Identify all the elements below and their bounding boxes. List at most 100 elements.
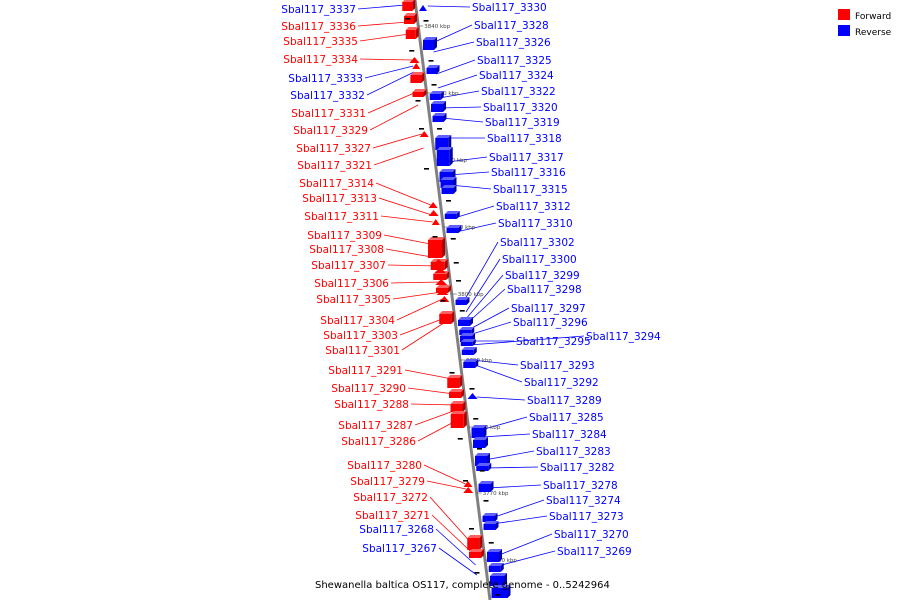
leader-line-Sbal117_3293 (471, 359, 519, 366)
gene-label-Sbal117_3294: Sbal117_3294 (586, 331, 661, 343)
leader-line-Sbal117_3321 (373, 147, 424, 166)
reverse-gene-block-side (490, 481, 494, 492)
reverse-gene-block-side (473, 347, 477, 355)
gene-label-Sbal117_3319: Sbal117_3319 (485, 117, 560, 129)
reverse-gene-block-side (475, 359, 479, 368)
small-feature (440, 300, 446, 302)
tick-label: 3760 kbp (491, 558, 517, 564)
forward-gene-block-side (451, 311, 455, 324)
leader-line-Sbal117_3335 (359, 33, 410, 42)
leader-line-Sbal117_3272 (429, 496, 474, 546)
tick-label: 3820 kbp (441, 158, 467, 164)
leader-line-Sbal117_3292 (472, 363, 523, 383)
forward-gene-arrow (412, 63, 421, 69)
forward-gene-block-side (421, 72, 425, 83)
forward-gene-block-side (481, 549, 484, 558)
leader-line-Sbal117_3336 (357, 21, 408, 27)
reverse-gene-block-side (443, 101, 446, 112)
small-feature (405, 18, 411, 20)
reverse-gene-block (475, 456, 487, 466)
small-feature (477, 448, 482, 450)
gene-label-Sbal117_3304: Sbal117_3304 (320, 315, 395, 327)
leader-line-Sbal117_3273 (492, 515, 548, 525)
leader-line-Sbal117_3279 (426, 480, 467, 490)
small-feature (419, 128, 424, 130)
leader-line-Sbal117_3316 (448, 171, 490, 176)
reverse-gene-block-top (476, 463, 492, 466)
gene-label-Sbal117_3300: Sbal117_3300 (502, 254, 577, 266)
gene-label-Sbal117_3312: Sbal117_3312 (496, 201, 571, 213)
gene-label-Sbal117_3288: Sbal117_3288 (334, 399, 409, 411)
leader-line-Sbal117_3283 (484, 450, 535, 461)
reverse-gene-block-top (459, 327, 475, 330)
gene-label-Sbal117_3326: Sbal117_3326 (476, 37, 551, 49)
gene-label-Sbal117_3324: Sbal117_3324 (479, 70, 554, 82)
reverse-gene-block-side (494, 513, 498, 522)
label-leader-lines (357, 4, 585, 576)
legend-forward-swatch (838, 9, 850, 20)
leader-line-Sbal117_3312 (454, 205, 495, 219)
reverse-gene-block (458, 320, 470, 326)
gene-label-Sbal117_3308: Sbal117_3308 (309, 244, 384, 256)
gene-label-Sbal117_3287: Sbal117_3287 (338, 420, 413, 432)
leader-line-Sbal117_3288 (410, 403, 456, 406)
gene-label-Sbal117_3313: Sbal117_3313 (302, 193, 377, 205)
gene-label-Sbal117_3322: Sbal117_3322 (481, 86, 556, 98)
forward-gene-block-top (449, 389, 464, 392)
gene-label-Sbal117_3311: Sbal117_3311 (304, 211, 379, 223)
leader-line-Sbal117_3326 (433, 41, 475, 53)
leader-line-Sbal117_3297 (468, 307, 510, 331)
small-feature (409, 50, 415, 52)
reverse-gene-block-side (499, 549, 502, 562)
forward-gene-block (402, 2, 413, 11)
forward-gene-arrow (463, 487, 474, 493)
small-feature (449, 372, 455, 374)
reverse-gene-block-top (441, 185, 457, 188)
tick-label: 3810 kbp (449, 225, 475, 231)
leader-line-Sbal117_3284 (481, 433, 531, 438)
gene-label-Sbal117_3328: Sbal117_3328 (474, 20, 549, 32)
leader-line-Sbal117_3269 (497, 550, 556, 567)
leader-line-Sbal117_3334 (359, 58, 413, 61)
reverse-gene-block-top (487, 549, 502, 552)
gene-label-Sbal117_3291: Sbal117_3291 (328, 365, 403, 377)
gene-label-Sbal117_3273: Sbal117_3273 (549, 511, 624, 523)
forward-gene-block-top (404, 13, 417, 16)
gene-label-Sbal117_3309: Sbal117_3309 (307, 230, 382, 242)
reverse-gene-block-top (473, 437, 488, 440)
reverse-gene-block-side (488, 463, 492, 471)
forward-gene-arrow (419, 131, 429, 137)
reverse-gene-block (482, 516, 495, 522)
small-feature (469, 388, 475, 390)
reverse-gene-block-top (490, 573, 507, 576)
leader-line-Sbal117_3313 (378, 197, 432, 216)
gene-label-Sbal117_3314: Sbal117_3314 (299, 178, 374, 190)
gene-label-Sbal117_3267: Sbal117_3267 (362, 543, 437, 555)
leader-line-Sbal117_3327 (372, 133, 422, 149)
gene-label-Sbal117_3305: Sbal117_3305 (316, 294, 391, 306)
forward-gene-block (450, 414, 464, 428)
leader-line-Sbal117_3291 (404, 369, 453, 380)
reverse-gene-block-top (471, 425, 487, 428)
reverse-gene-block-top (439, 169, 456, 172)
gene-label-Sbal117_3284: Sbal117_3284 (532, 429, 607, 441)
leader-line-Sbal117_3305 (392, 291, 442, 300)
small-feature (474, 572, 480, 574)
leader-line-Sbal117_3267 (438, 547, 478, 576)
reverse-gene-block-side (434, 37, 437, 50)
forward-gene-arrow (434, 267, 446, 273)
gene-label-Sbal117_3306: Sbal117_3306 (314, 278, 389, 290)
gene-label-Sbal117_3325: Sbal117_3325 (477, 55, 552, 67)
leader-line-Sbal117_3280 (423, 464, 466, 485)
reverse-gene-block (487, 552, 499, 562)
legend-forward-label: Forward (855, 12, 891, 22)
forward-gene-block-top (469, 549, 484, 552)
reverse-gene-block-top (463, 359, 479, 362)
reverse-gene-block-top (475, 453, 490, 456)
leader-line-Sbal117_3315 (450, 184, 492, 190)
reverse-gene-block (426, 68, 437, 74)
gene-label-Sbal117_3316: Sbal117_3316 (491, 167, 566, 179)
forward-gene-block-top (410, 72, 425, 75)
reverse-gene-block-side (504, 573, 507, 586)
forward-gene-block-side (414, 13, 417, 24)
